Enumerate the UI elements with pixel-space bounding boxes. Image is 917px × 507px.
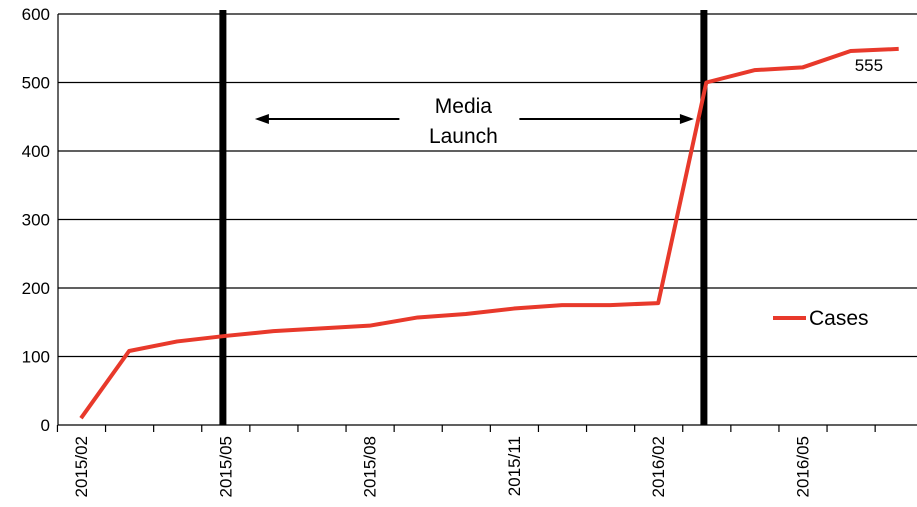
y-tick-label: 400 [22,142,50,161]
x-tick-label: 2015/08 [361,436,380,497]
legend: Cases [773,307,869,330]
gridlines [57,13,917,426]
x-axis: 2015/02 2015/05 2015/08 2015/11 2016/02 2016/… [56,425,876,497]
left-arrowhead-icon [254,114,269,124]
series-line-cases [79,46,899,420]
y-tick-label: 600 [22,5,50,24]
series-cases [79,46,899,420]
y-tick-label: 200 [22,279,50,298]
y-tick-label: 300 [22,211,50,230]
x-tick-label: 2016/05 [794,436,813,497]
media-launch-annotation: Media Launch [219,10,708,425]
x-tick-label: 2015/05 [216,436,235,497]
right-arrowhead-icon [679,114,694,124]
x-tick-label: 2015/02 [72,436,91,497]
y-tick-label: 500 [22,74,50,93]
legend-label-cases: Cases [809,307,869,330]
y-tick-label: 0 [41,416,50,435]
end-value-label: 555 [855,56,883,75]
media-launch-label-line2: Launch [429,125,498,148]
y-tick-label: 100 [22,348,50,367]
media-launch-label-line1: Media [435,95,493,118]
x-tick-label: 2016/02 [649,436,668,497]
y-axis-tick-labels: 0 100 200 300 400 500 600 [22,5,50,435]
x-tick-label: 2015/11 [505,436,524,496]
